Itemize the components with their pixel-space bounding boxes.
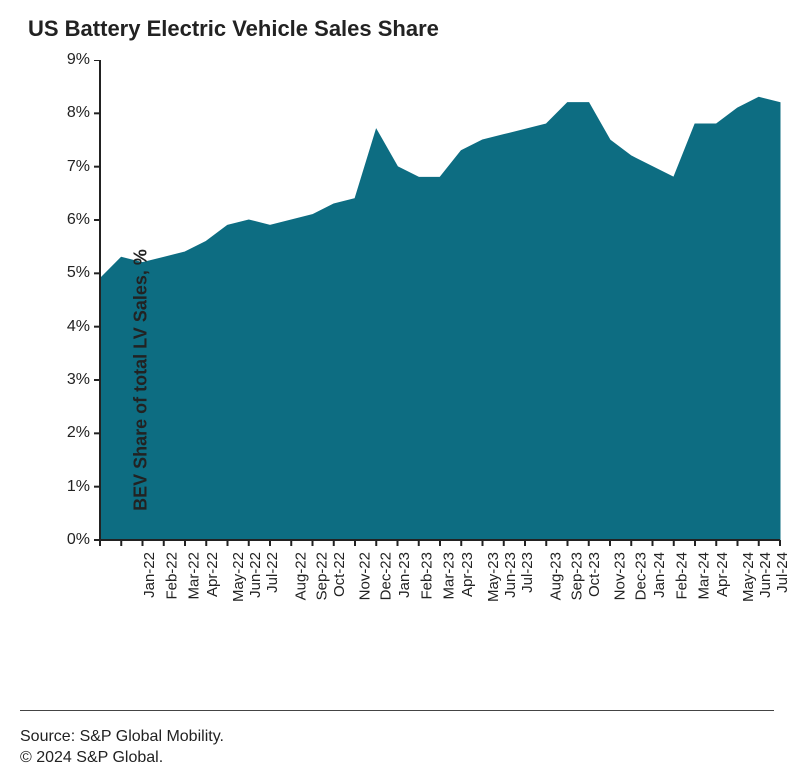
x-tick-label: Jul-22	[263, 552, 280, 593]
x-tick-label: Jul-23	[518, 552, 535, 593]
y-tick-label: 2%	[50, 424, 90, 442]
y-tick-label: 9%	[50, 51, 90, 69]
x-tick-label: Dec-22	[377, 552, 394, 600]
x-tick-label: Jun-22	[247, 552, 264, 598]
chart-footer: Source: S&P Global Mobility. © 2024 S&P …	[20, 726, 224, 769]
x-tick-label: Mar-22	[185, 552, 202, 600]
x-tick-label: Oct-23	[586, 552, 603, 597]
y-tick-label: 0%	[50, 531, 90, 549]
x-tick-label: Feb-24	[674, 552, 691, 600]
y-tick-label: 6%	[50, 211, 90, 229]
x-tick-label: Nov-23	[611, 552, 628, 600]
x-tick-label: Oct-22	[331, 552, 348, 597]
copyright-text: © 2024 S&P Global.	[20, 747, 224, 769]
chart-title: US Battery Electric Vehicle Sales Share	[28, 16, 439, 42]
x-tick-label: Apr-24	[714, 552, 731, 597]
x-tick-label: Apr-22	[204, 552, 221, 597]
y-tick-label: 8%	[50, 104, 90, 122]
chart-container: BEV Share of total LV Sales, % 0% 1% 2% 3% 4…	[0, 60, 794, 700]
x-tick-label: Mar-24	[695, 552, 712, 600]
source-text: Source: S&P Global Mobility.	[20, 726, 224, 748]
x-tick-label: Jun-24	[757, 552, 774, 598]
x-tick-label: May-23	[485, 552, 502, 602]
y-tick-label: 1%	[50, 478, 90, 496]
y-tick-label: 4%	[50, 318, 90, 336]
y-tick-label: 3%	[50, 371, 90, 389]
y-tick-label: 5%	[50, 264, 90, 282]
x-tick-label: Jul-24	[773, 552, 790, 593]
x-tick-label: May-24	[740, 552, 757, 602]
x-tick-label: Nov-22	[356, 552, 373, 600]
x-tick-label: Dec-23	[632, 552, 649, 600]
x-tick-label: Sep-22	[313, 552, 330, 600]
footer-divider	[20, 710, 774, 711]
x-tick-label: Mar-23	[440, 552, 457, 600]
x-tick-label: Aug-23	[547, 552, 564, 600]
x-tick-label: Jan-23	[396, 552, 413, 598]
area-chart	[0, 60, 794, 700]
x-tick-label: Feb-22	[164, 552, 181, 600]
x-tick-label: Apr-23	[459, 552, 476, 597]
y-tick-label: 7%	[50, 158, 90, 176]
x-tick-label: Feb-23	[419, 552, 436, 600]
page-root: US Battery Electric Vehicle Sales Share …	[0, 0, 794, 783]
x-tick-label: May-22	[230, 552, 247, 602]
area-series	[100, 97, 780, 540]
x-tick-label: Jun-23	[502, 552, 519, 598]
x-tick-label: Jan-24	[651, 552, 668, 598]
x-tick-label: Sep-23	[568, 552, 585, 600]
x-tick-label: Jan-22	[141, 552, 158, 598]
x-tick-label: Aug-22	[292, 552, 309, 600]
y-axis-label: BEV Share of total LV Sales, %	[130, 249, 151, 511]
